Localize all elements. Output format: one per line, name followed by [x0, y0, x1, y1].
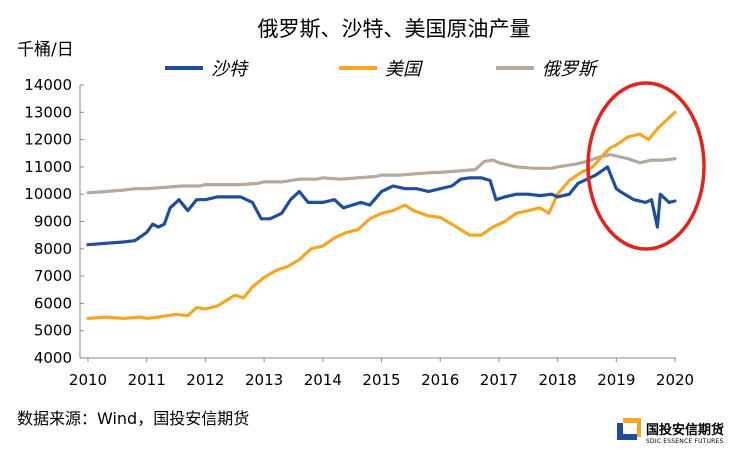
x-tick-label-3: 2013 [245, 371, 283, 389]
y-tick-labels: 4000 5000 6000 7000 8000 9000 10000 11000 12000 1… [24, 76, 84, 367]
series-lines [86, 110, 677, 320]
x-tick-label-4: 2014 [304, 371, 342, 389]
source-note: 数据来源：Wind，国投安信期货 [17, 409, 249, 428]
x-tick-labels: 2010 2011 2012 2013 2014 2015 2016 2017 2018 2019… [69, 358, 694, 389]
x-tick-label-1: 2011 [128, 371, 166, 389]
y-tick-label-4: 8000 [34, 240, 72, 258]
logo-mark-orange [623, 418, 641, 437]
x-tick-label-2: 2012 [186, 371, 224, 389]
y-tick-label-7: 11000 [24, 158, 72, 176]
x-tick-label-5: 2015 [362, 371, 400, 389]
logo-name-cn: 国投安信期货 [646, 422, 724, 438]
company-logo: 国投安信期货 SDIC ESSENCE FUTURES [617, 418, 724, 445]
x-tick-label-10: 2020 [656, 371, 694, 389]
x-tick-label-9: 2019 [597, 371, 635, 389]
y-unit-label: 千桶/日 [17, 40, 74, 60]
x-tick-label-0: 2010 [69, 371, 107, 389]
chart-title: 俄罗斯、沙特、美国原油产量 [258, 17, 531, 41]
legend-label-0: 沙特 [211, 59, 249, 80]
y-tick-label-9: 13000 [24, 103, 72, 121]
x-tick-label-7: 2017 [480, 371, 518, 389]
series-line-2 [86, 153, 677, 195]
legend: 沙特 美国 俄罗斯 [165, 59, 599, 80]
highlight-ellipse [586, 81, 706, 251]
y-tick-label-6: 10000 [24, 185, 72, 203]
y-tick-label-2: 6000 [34, 294, 72, 312]
y-tick-label-1: 5000 [34, 322, 72, 340]
y-tick-label-10: 14000 [24, 76, 72, 94]
legend-label-2: 俄罗斯 [542, 59, 599, 80]
series-line-1 [86, 110, 677, 320]
series-line-0 [86, 165, 677, 247]
y-tick-label-8: 12000 [24, 131, 72, 149]
y-tick-label-3: 7000 [34, 267, 72, 285]
y-tick-label-0: 4000 [34, 349, 72, 367]
logo-name-en: SDIC ESSENCE FUTURES [646, 438, 724, 445]
legend-label-1: 美国 [385, 59, 424, 80]
y-tick-label-5: 9000 [34, 213, 72, 231]
x-tick-label-6: 2016 [421, 371, 459, 389]
x-tick-label-8: 2018 [539, 371, 577, 389]
logo-mark-blue [617, 423, 637, 440]
